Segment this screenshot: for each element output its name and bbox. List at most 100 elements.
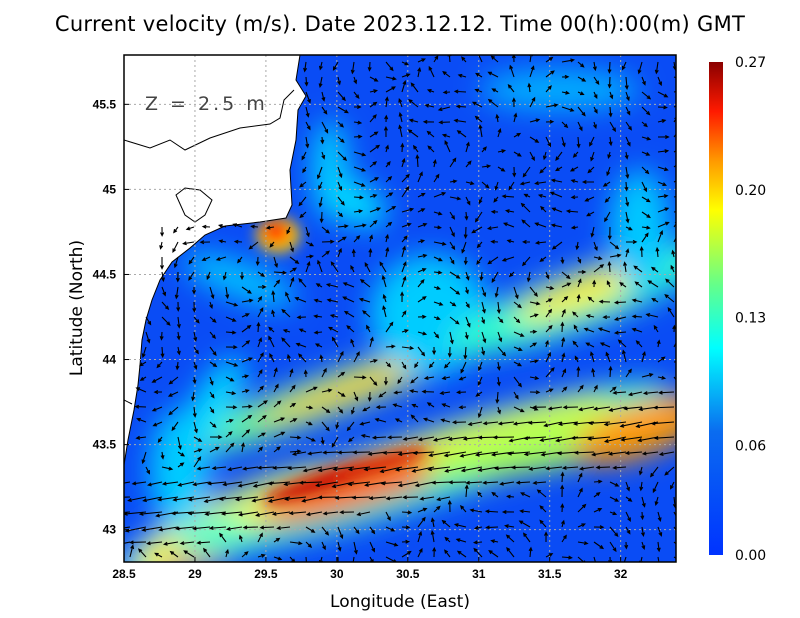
velocity-arrow (657, 181, 667, 187)
velocity-arrow (545, 367, 555, 378)
depth-label: Z = 2.5 m (145, 93, 268, 115)
velocity-arrow (640, 511, 645, 521)
velocity-arrow (129, 540, 147, 545)
velocity-arrow (460, 361, 467, 374)
velocity-arrow (313, 298, 323, 303)
velocity-arrow (673, 556, 676, 561)
velocity-arrow (410, 414, 419, 423)
velocity-arrow (433, 225, 442, 230)
velocity-arrow (318, 196, 323, 208)
velocity-arrow (433, 256, 443, 262)
velocity-arrow (513, 406, 525, 413)
velocity-arrow (625, 496, 633, 502)
velocity-arrow (337, 350, 344, 363)
x-tick-label: 29.5 (254, 567, 278, 581)
velocity-arrow (513, 391, 519, 400)
velocity-arrow (561, 386, 568, 393)
velocity-arrow (590, 151, 595, 162)
velocity-arrow (385, 205, 397, 213)
velocity-arrow (398, 98, 403, 108)
velocity-arrow (529, 329, 538, 334)
velocity-arrow (653, 324, 659, 333)
velocity-arrow (303, 61, 308, 73)
velocity-arrow (342, 282, 355, 288)
velocity-arrow (642, 391, 659, 396)
velocity-arrow (193, 331, 198, 342)
velocity-arrow (337, 181, 343, 192)
velocity-arrow (609, 386, 617, 393)
velocity-arrow (237, 481, 259, 488)
velocity-arrow (227, 466, 243, 472)
velocity-arrow (593, 106, 598, 114)
velocity-arrow (183, 550, 195, 558)
velocity-arrow (385, 176, 393, 183)
grid-lines (124, 55, 676, 562)
velocity-arrow (634, 281, 643, 288)
velocity-arrow (289, 449, 302, 454)
velocity-arrow (673, 526, 676, 533)
velocity-arrow (444, 466, 467, 473)
velocity-arrow (449, 179, 458, 184)
velocity-arrow (587, 166, 595, 174)
velocity-arrow (138, 511, 163, 516)
velocity-arrow (369, 219, 378, 228)
velocity-arrow (529, 151, 535, 162)
velocity-arrow (281, 337, 291, 348)
velocity-arrow (209, 361, 218, 368)
velocity-arrow (438, 120, 451, 125)
velocity-arrow (561, 534, 567, 543)
velocity-arrow (481, 301, 486, 314)
velocity-arrow (317, 495, 339, 500)
velocity-arrow (577, 503, 587, 513)
velocity-arrow (417, 66, 422, 78)
velocity-arrow (382, 450, 403, 455)
velocity-arrow (456, 550, 467, 558)
velocity-arrow (218, 239, 227, 244)
velocity-arrow (318, 61, 323, 71)
velocity-arrow (257, 414, 267, 423)
velocity-arrow (384, 96, 389, 108)
velocity-arrow (318, 76, 323, 88)
velocity-arrow (551, 241, 563, 250)
velocity-arrow (241, 404, 253, 409)
velocity-arrow (369, 358, 378, 363)
velocity-arrow (519, 509, 531, 514)
velocity-arrow (257, 369, 263, 378)
velocity-arrow (673, 376, 676, 383)
velocity-arrow (433, 241, 447, 246)
velocity-arrow (430, 517, 435, 528)
velocity-arrow (299, 181, 307, 188)
velocity-arrow (319, 211, 324, 224)
velocity-arrow (347, 466, 371, 472)
velocity-arrow (385, 76, 397, 81)
velocity-arrow (619, 421, 643, 428)
velocity-arrow (411, 466, 435, 473)
velocity-arrow (401, 222, 412, 228)
velocity-arrow (297, 353, 307, 363)
velocity-arrow (353, 91, 360, 99)
velocity-arrow (397, 481, 419, 488)
velocity-arrow (185, 226, 195, 231)
velocity-arrow (142, 496, 163, 503)
velocity-arrow (497, 406, 501, 415)
velocity-arrow (664, 293, 675, 303)
velocity-arrow (645, 313, 659, 318)
speed-patch (370, 255, 490, 375)
velocity-arrow (385, 221, 393, 228)
velocity-arrow (624, 541, 629, 550)
velocity-arrow (422, 119, 435, 124)
velocity-arrow (225, 330, 237, 335)
velocity-arrow (271, 511, 291, 516)
velocity-arrow (267, 481, 291, 486)
velocity-arrow (529, 313, 539, 318)
y-tick-label: 45 (103, 182, 117, 196)
velocity-arrow (635, 340, 643, 348)
velocity-arrow (513, 316, 521, 324)
y-tick-label: 44 (103, 353, 117, 367)
velocity-arrow (449, 241, 456, 251)
velocity-arrow (657, 356, 666, 363)
velocity-arrow (367, 61, 372, 72)
velocity-arrow (593, 541, 605, 550)
velocity-arrow (352, 450, 371, 455)
velocity-arrow (606, 166, 611, 177)
